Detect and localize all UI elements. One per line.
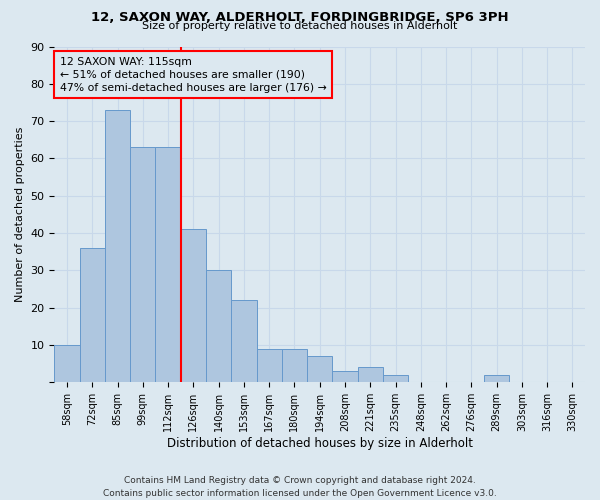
Bar <box>383 375 408 382</box>
Bar <box>55 345 80 383</box>
Y-axis label: Number of detached properties: Number of detached properties <box>15 126 25 302</box>
Bar <box>484 375 509 382</box>
X-axis label: Distribution of detached houses by size in Alderholt: Distribution of detached houses by size … <box>167 437 473 450</box>
Text: Contains HM Land Registry data © Crown copyright and database right 2024.
Contai: Contains HM Land Registry data © Crown c… <box>103 476 497 498</box>
Bar <box>206 270 231 382</box>
Bar <box>307 356 332 382</box>
Bar <box>231 300 257 382</box>
Text: Size of property relative to detached houses in Alderholt: Size of property relative to detached ho… <box>142 21 458 31</box>
Bar <box>332 371 358 382</box>
Bar <box>130 148 155 382</box>
Text: 12 SAXON WAY: 115sqm
← 51% of detached houses are smaller (190)
47% of semi-deta: 12 SAXON WAY: 115sqm ← 51% of detached h… <box>60 56 326 93</box>
Bar <box>282 349 307 382</box>
Bar <box>257 349 282 382</box>
Bar <box>155 148 181 382</box>
Bar <box>80 248 105 382</box>
Bar <box>181 230 206 382</box>
Text: 12, SAXON WAY, ALDERHOLT, FORDINGBRIDGE, SP6 3PH: 12, SAXON WAY, ALDERHOLT, FORDINGBRIDGE,… <box>91 11 509 24</box>
Bar <box>105 110 130 382</box>
Bar <box>358 368 383 382</box>
